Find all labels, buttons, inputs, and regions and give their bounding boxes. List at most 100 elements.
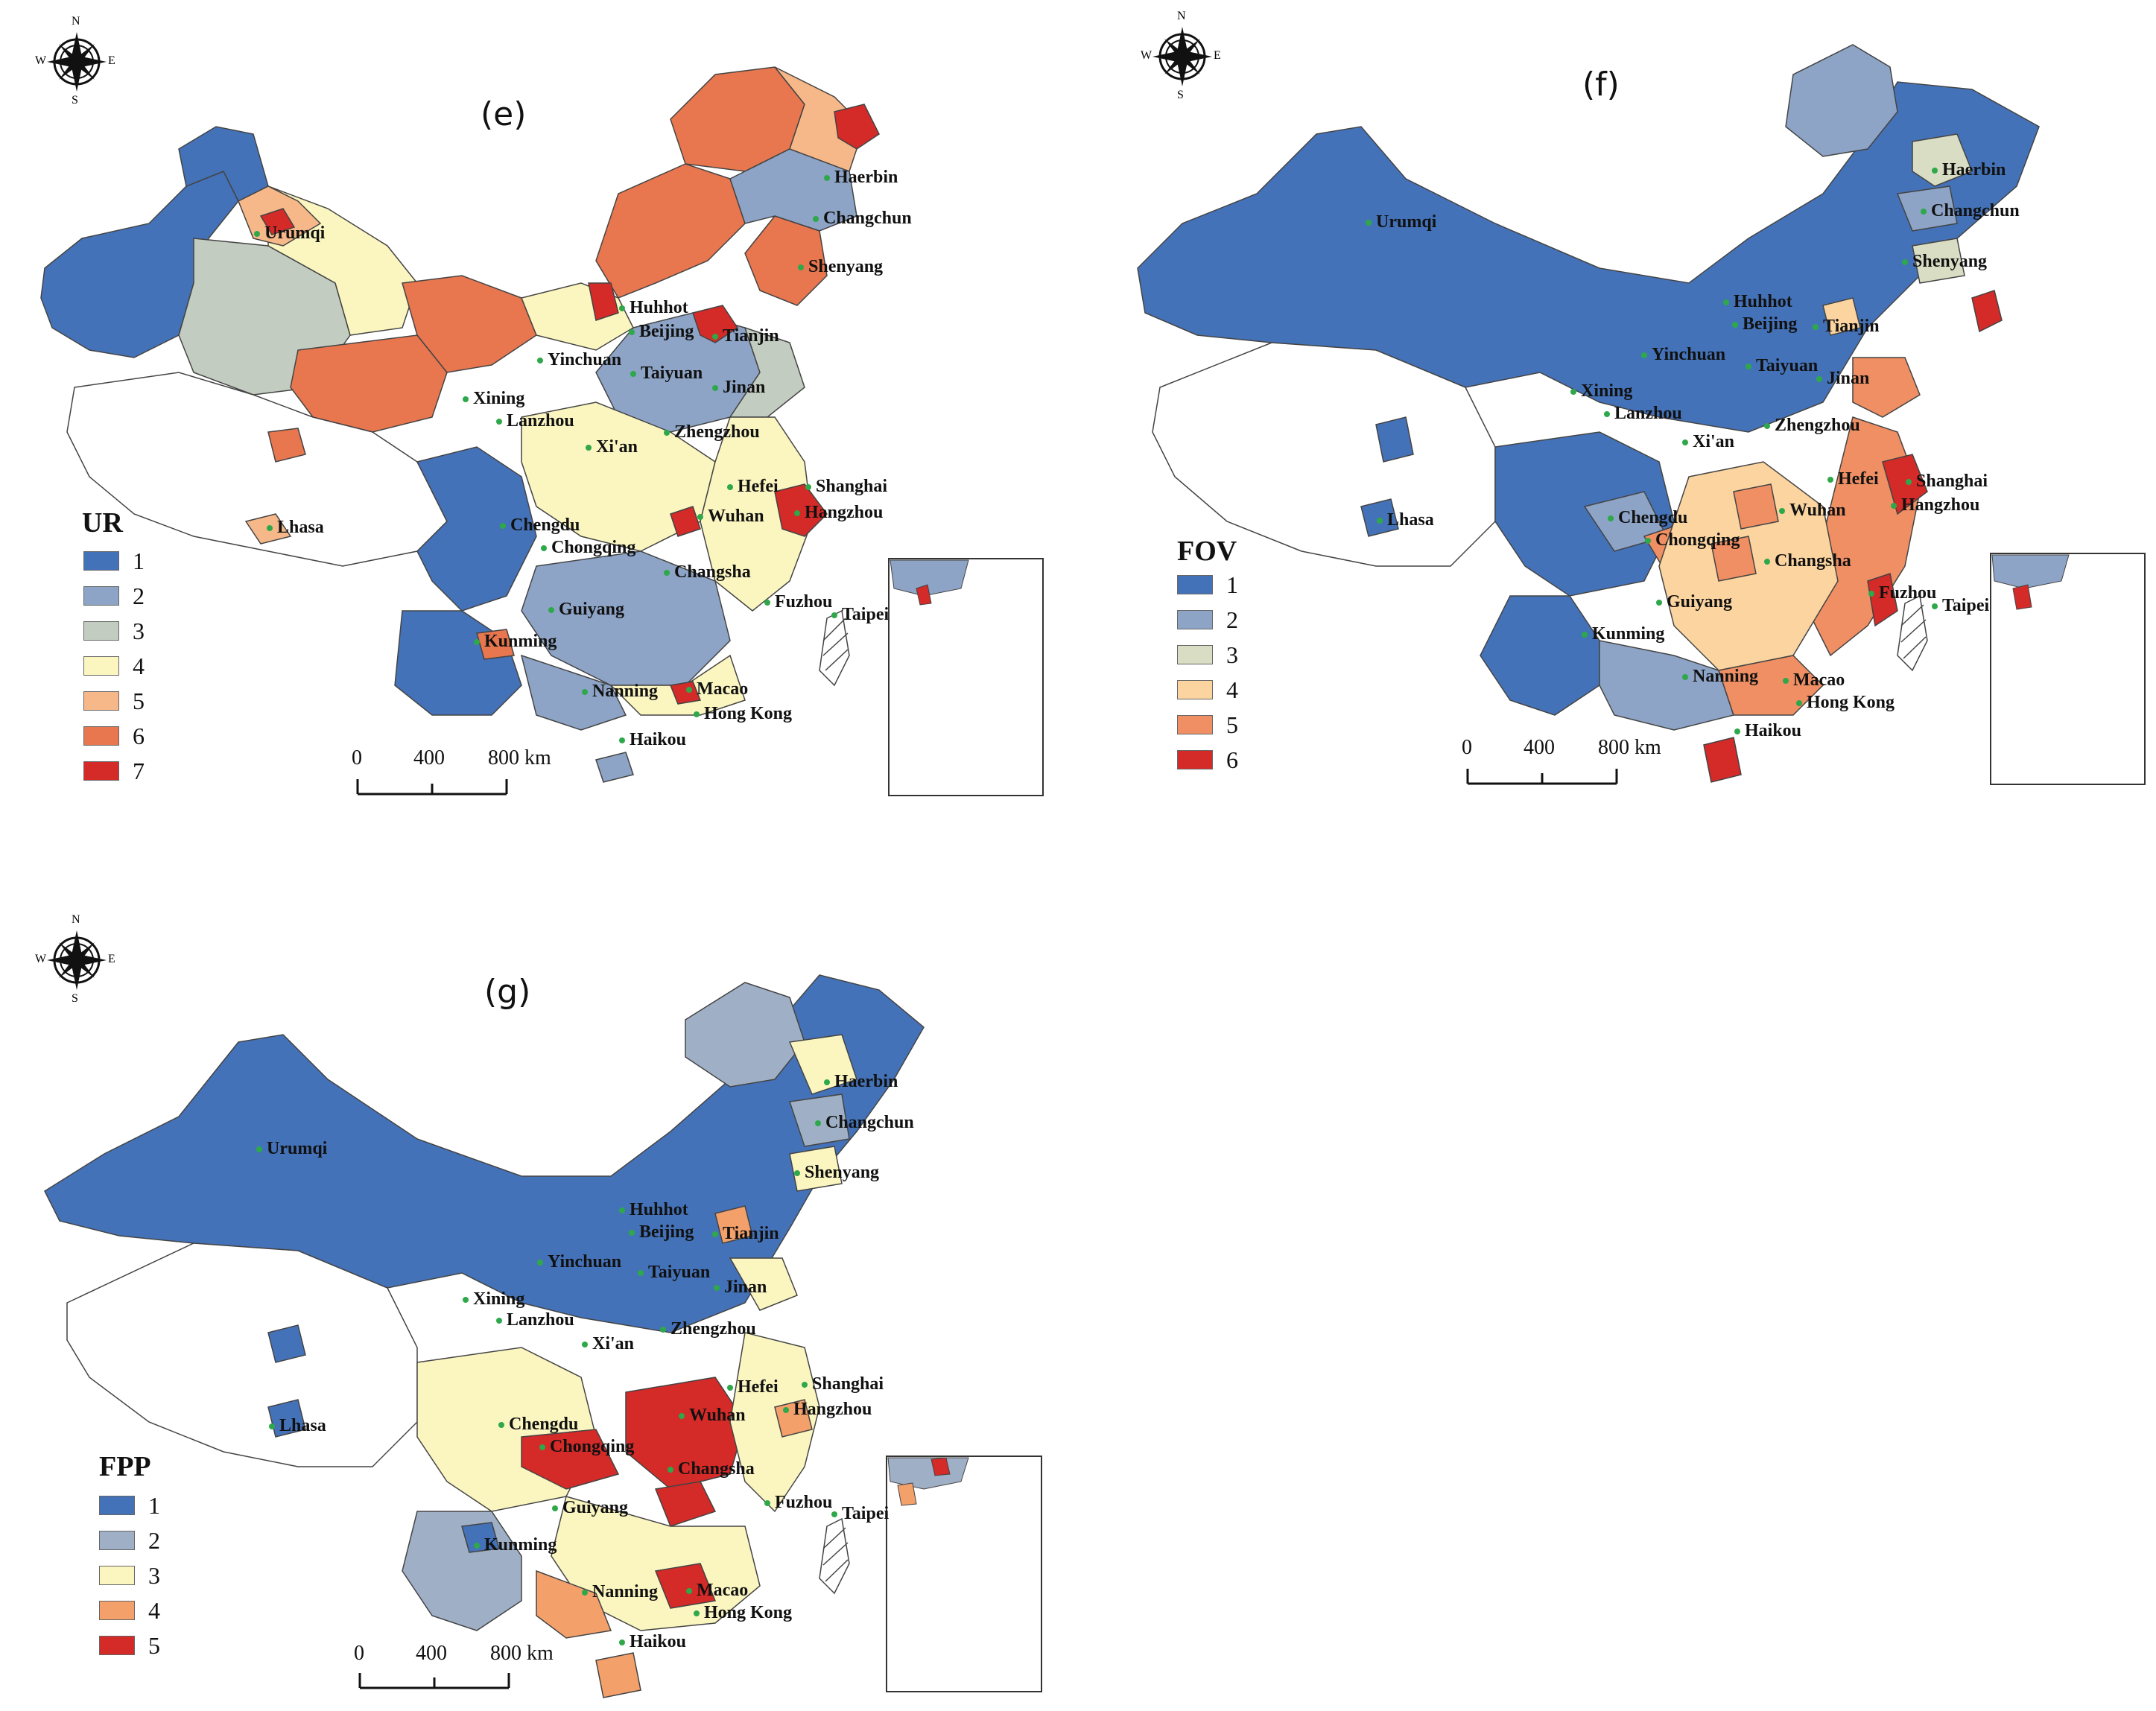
city-marker bbox=[824, 175, 830, 181]
china-map-e bbox=[40, 32, 1044, 796]
city-label: Zhengzhou bbox=[674, 422, 760, 442]
city-label: Macao bbox=[697, 679, 749, 699]
legend-item: 4 bbox=[1177, 675, 1238, 705]
region-liaoning bbox=[744, 215, 828, 306]
region-east bbox=[729, 1332, 820, 1513]
city-marker bbox=[1921, 209, 1927, 215]
city-label: Shanghai bbox=[816, 477, 888, 496]
city-label: Haikou bbox=[1745, 721, 1802, 740]
region-heilongjiang-nw bbox=[685, 982, 805, 1088]
city-label: Chongqing bbox=[1655, 530, 1740, 550]
region-qinghai-east bbox=[290, 334, 448, 433]
city-marker bbox=[1906, 479, 1912, 485]
city-label: Macao bbox=[1793, 670, 1845, 690]
region-kunming bbox=[476, 629, 515, 660]
city-marker bbox=[694, 711, 700, 717]
city-marker bbox=[802, 1382, 808, 1388]
region-fuzhou bbox=[1867, 573, 1898, 627]
city-marker bbox=[1723, 299, 1729, 305]
city-marker bbox=[267, 525, 273, 531]
city-label: Hong Kong bbox=[1807, 693, 1895, 712]
city-label: Yinchuan bbox=[548, 350, 622, 369]
compass-n: N bbox=[1177, 10, 1186, 22]
region-central-red bbox=[625, 1377, 746, 1490]
region-hainan bbox=[595, 1652, 641, 1698]
city-label: Jinan bbox=[1827, 369, 1870, 388]
city-marker bbox=[1891, 503, 1897, 509]
city-label: Wuhan bbox=[689, 1406, 746, 1425]
city-label: Shenyang bbox=[1912, 252, 1988, 271]
scale-tick-400: 400 bbox=[1524, 736, 1555, 759]
china-map-g bbox=[44, 930, 1042, 1698]
city-label: Beijing bbox=[639, 322, 694, 341]
city-marker bbox=[1656, 600, 1662, 606]
city-label: Haerbin bbox=[834, 168, 898, 187]
region-yunnan bbox=[394, 610, 522, 716]
legend-title: FOV bbox=[1177, 536, 1237, 567]
city-label: Xi'an bbox=[596, 437, 638, 457]
city-label: Hangzhou bbox=[805, 503, 884, 522]
region-shanghai bbox=[1882, 454, 1928, 515]
legend-item: 2 bbox=[99, 1526, 160, 1555]
legend-item: 5 bbox=[99, 1631, 160, 1660]
city-label: Lanzhou bbox=[1614, 404, 1682, 423]
city-label: Xining bbox=[473, 389, 525, 408]
panel-label: (f) bbox=[1582, 66, 1620, 104]
legend-item: 4 bbox=[99, 1596, 160, 1625]
city-marker bbox=[496, 1318, 502, 1324]
city-marker bbox=[537, 1260, 543, 1266]
city-label: Chongqing bbox=[551, 538, 636, 557]
city-marker bbox=[712, 1231, 718, 1237]
city-marker bbox=[1932, 168, 1938, 174]
city-marker bbox=[629, 1230, 635, 1236]
city-label: Shenyang bbox=[808, 257, 884, 276]
city-label: Shanghai bbox=[812, 1374, 884, 1394]
city-marker bbox=[660, 1327, 666, 1333]
city-label: Haerbin bbox=[1942, 160, 2006, 180]
compass-rose-g bbox=[47, 930, 107, 990]
region-guangxi bbox=[520, 654, 627, 731]
region-lhasa-area bbox=[66, 1242, 418, 1467]
city-label: Taipei bbox=[842, 605, 890, 624]
city-marker bbox=[1641, 352, 1647, 358]
city-marker bbox=[712, 334, 718, 340]
city-marker bbox=[1868, 591, 1874, 597]
city-label: Tianjin bbox=[723, 1224, 779, 1243]
scale-tick-0: 0 bbox=[1462, 736, 1472, 759]
city-label: Wuhan bbox=[1789, 501, 1846, 520]
city-marker bbox=[824, 1079, 830, 1085]
legend-item: 5 bbox=[1177, 710, 1238, 740]
region-huhhot bbox=[588, 282, 619, 321]
city-marker bbox=[537, 358, 543, 364]
legend-item: 5 bbox=[83, 686, 145, 716]
city-label: Kunming bbox=[484, 632, 557, 651]
region-wuhan bbox=[670, 506, 701, 537]
city-marker bbox=[1645, 538, 1651, 544]
city-marker bbox=[463, 396, 469, 402]
city-marker bbox=[1816, 376, 1822, 382]
city-label: Guiyang bbox=[562, 1498, 629, 1517]
city-marker bbox=[1366, 220, 1372, 226]
city-label: Nanning bbox=[592, 682, 659, 701]
region-tianjin bbox=[714, 1205, 753, 1244]
compass-e: E bbox=[1214, 49, 1221, 62]
city-marker bbox=[694, 1610, 700, 1616]
city-label: Taiyuan bbox=[648, 1263, 711, 1282]
city-marker bbox=[805, 484, 811, 490]
region-beijing-tianjin bbox=[692, 305, 739, 343]
city-marker bbox=[664, 570, 670, 576]
compass-n: N bbox=[72, 913, 80, 926]
region-sichuan bbox=[1494, 431, 1675, 597]
region-shanghai-hangzhou bbox=[774, 483, 828, 537]
region-haerbin bbox=[788, 1034, 857, 1095]
region-lhasa-area bbox=[1152, 342, 1496, 567]
city-label: Urumqi bbox=[267, 1139, 328, 1158]
city-marker bbox=[727, 1385, 733, 1391]
city-marker bbox=[619, 1639, 625, 1645]
city-marker bbox=[1682, 439, 1688, 445]
city-label: Hefei bbox=[1838, 469, 1879, 489]
city-label: Beijing bbox=[639, 1222, 694, 1242]
compass-w: W bbox=[35, 953, 47, 965]
city-label: Huhhot bbox=[630, 298, 688, 317]
city-label: Nanning bbox=[1693, 667, 1759, 686]
